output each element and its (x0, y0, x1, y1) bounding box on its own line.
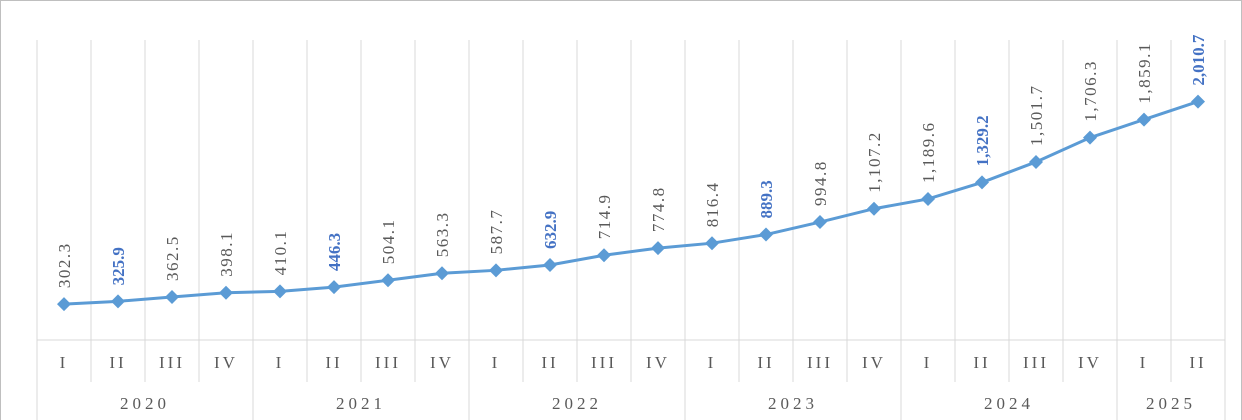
x-tick-label: II (973, 353, 990, 372)
marker (327, 280, 341, 295)
marker (219, 285, 233, 300)
data-label: 563.3 (433, 211, 452, 257)
x-tick-label: III (375, 353, 401, 372)
x-tick-label: II (1189, 353, 1206, 372)
x-tick-label: I (492, 353, 501, 372)
x-tick-label: III (159, 353, 185, 372)
x-tick-label: II (757, 353, 774, 372)
data-label: 1,329.2 (973, 115, 992, 166)
data-label: 2,010.7 (1189, 34, 1208, 86)
marker (975, 175, 989, 190)
group-label: 2025 (1146, 394, 1196, 413)
data-label: 994.8 (811, 160, 830, 206)
data-label: 816.4 (703, 181, 722, 227)
x-tick-label: IV (214, 353, 238, 372)
data-label: 714.9 (595, 193, 614, 239)
x-tick-label: III (807, 353, 833, 372)
data-label: 398.1 (217, 231, 236, 277)
x-tick-label: II (325, 353, 342, 372)
x-tick-label: II (541, 353, 558, 372)
marker (381, 273, 395, 288)
marker (1191, 94, 1205, 109)
group-label: 2022 (552, 394, 602, 413)
marker (597, 248, 611, 263)
marker (543, 257, 557, 272)
data-label: 302.3 (55, 242, 74, 288)
x-tick-label: II (109, 353, 126, 372)
marker (111, 294, 125, 309)
marker (705, 236, 719, 251)
data-label: 889.3 (757, 180, 776, 218)
data-label: 587.7 (487, 209, 506, 255)
data-label: 1,189.6 (919, 121, 938, 183)
marker (273, 284, 287, 299)
marker (921, 191, 935, 206)
data-label: 1,706.3 (1081, 60, 1100, 122)
marker (759, 227, 773, 242)
marker (57, 297, 71, 312)
x-tick-label: I (276, 353, 285, 372)
x-tick-label: III (1023, 353, 1049, 372)
x-tick-label: IV (862, 353, 886, 372)
data-label: 410.1 (271, 230, 290, 276)
data-label: 1,501.7 (1027, 84, 1046, 146)
x-tick-label: IV (430, 353, 454, 372)
marker (651, 241, 665, 256)
data-label: 446.3 (325, 233, 344, 271)
data-label: 632.9 (541, 211, 560, 249)
x-tick-label: IV (1078, 353, 1102, 372)
marker (813, 215, 827, 230)
data-label: 362.5 (163, 235, 182, 281)
x-tick-label: I (60, 353, 69, 372)
data-label: 325.9 (109, 247, 128, 285)
marker (1137, 112, 1151, 127)
line (63, 100, 1199, 306)
x-tick-label: I (708, 353, 717, 372)
group-label: 2024 (984, 394, 1034, 413)
marker (1029, 154, 1043, 169)
group-label: 2021 (336, 394, 386, 413)
data-label: 774.8 (649, 186, 668, 232)
x-tick-label: I (924, 353, 933, 372)
marker (435, 266, 449, 281)
marker (867, 201, 881, 216)
data-label: 1,859.1 (1135, 42, 1154, 104)
x-tick-label: IV (646, 353, 670, 372)
data-label: 1,107.2 (865, 131, 884, 193)
x-tick-label: I (1140, 353, 1149, 372)
group-label: 2020 (120, 394, 170, 413)
marker (489, 263, 503, 278)
marker (1083, 130, 1097, 145)
group-label: 2023 (768, 394, 818, 413)
marker (165, 290, 179, 305)
data-label: 504.1 (379, 218, 398, 264)
x-tick-label: III (591, 353, 617, 372)
